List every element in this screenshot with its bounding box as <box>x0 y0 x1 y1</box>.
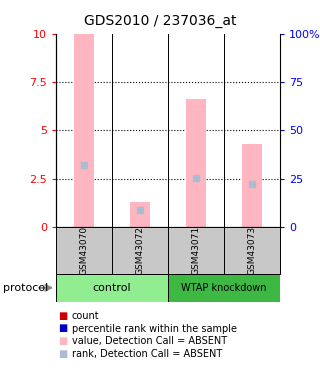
Bar <box>56 274 168 302</box>
Text: protocol: protocol <box>3 283 48 293</box>
Text: GSM43072: GSM43072 <box>135 226 145 275</box>
Text: ■: ■ <box>58 324 67 333</box>
Bar <box>224 227 280 274</box>
Bar <box>130 202 150 227</box>
Text: count: count <box>72 311 100 321</box>
Text: GSM43073: GSM43073 <box>247 226 257 275</box>
Bar <box>186 99 206 227</box>
Text: GDS2010 / 237036_at: GDS2010 / 237036_at <box>84 13 236 28</box>
Text: value, Detection Call = ABSENT: value, Detection Call = ABSENT <box>72 336 227 346</box>
Bar <box>168 274 280 302</box>
Text: ■: ■ <box>58 311 67 321</box>
Text: ■: ■ <box>58 336 67 346</box>
Text: rank, Detection Call = ABSENT: rank, Detection Call = ABSENT <box>72 349 222 359</box>
Bar <box>74 34 94 227</box>
Text: GSM43071: GSM43071 <box>191 226 201 275</box>
Text: GSM43070: GSM43070 <box>79 226 89 275</box>
Bar <box>56 227 112 274</box>
Bar <box>242 144 262 227</box>
Text: WTAP knockdown: WTAP knockdown <box>181 283 267 293</box>
Bar <box>168 227 224 274</box>
Text: ■: ■ <box>58 349 67 359</box>
Text: control: control <box>93 283 131 293</box>
Text: percentile rank within the sample: percentile rank within the sample <box>72 324 237 333</box>
Bar <box>112 227 168 274</box>
